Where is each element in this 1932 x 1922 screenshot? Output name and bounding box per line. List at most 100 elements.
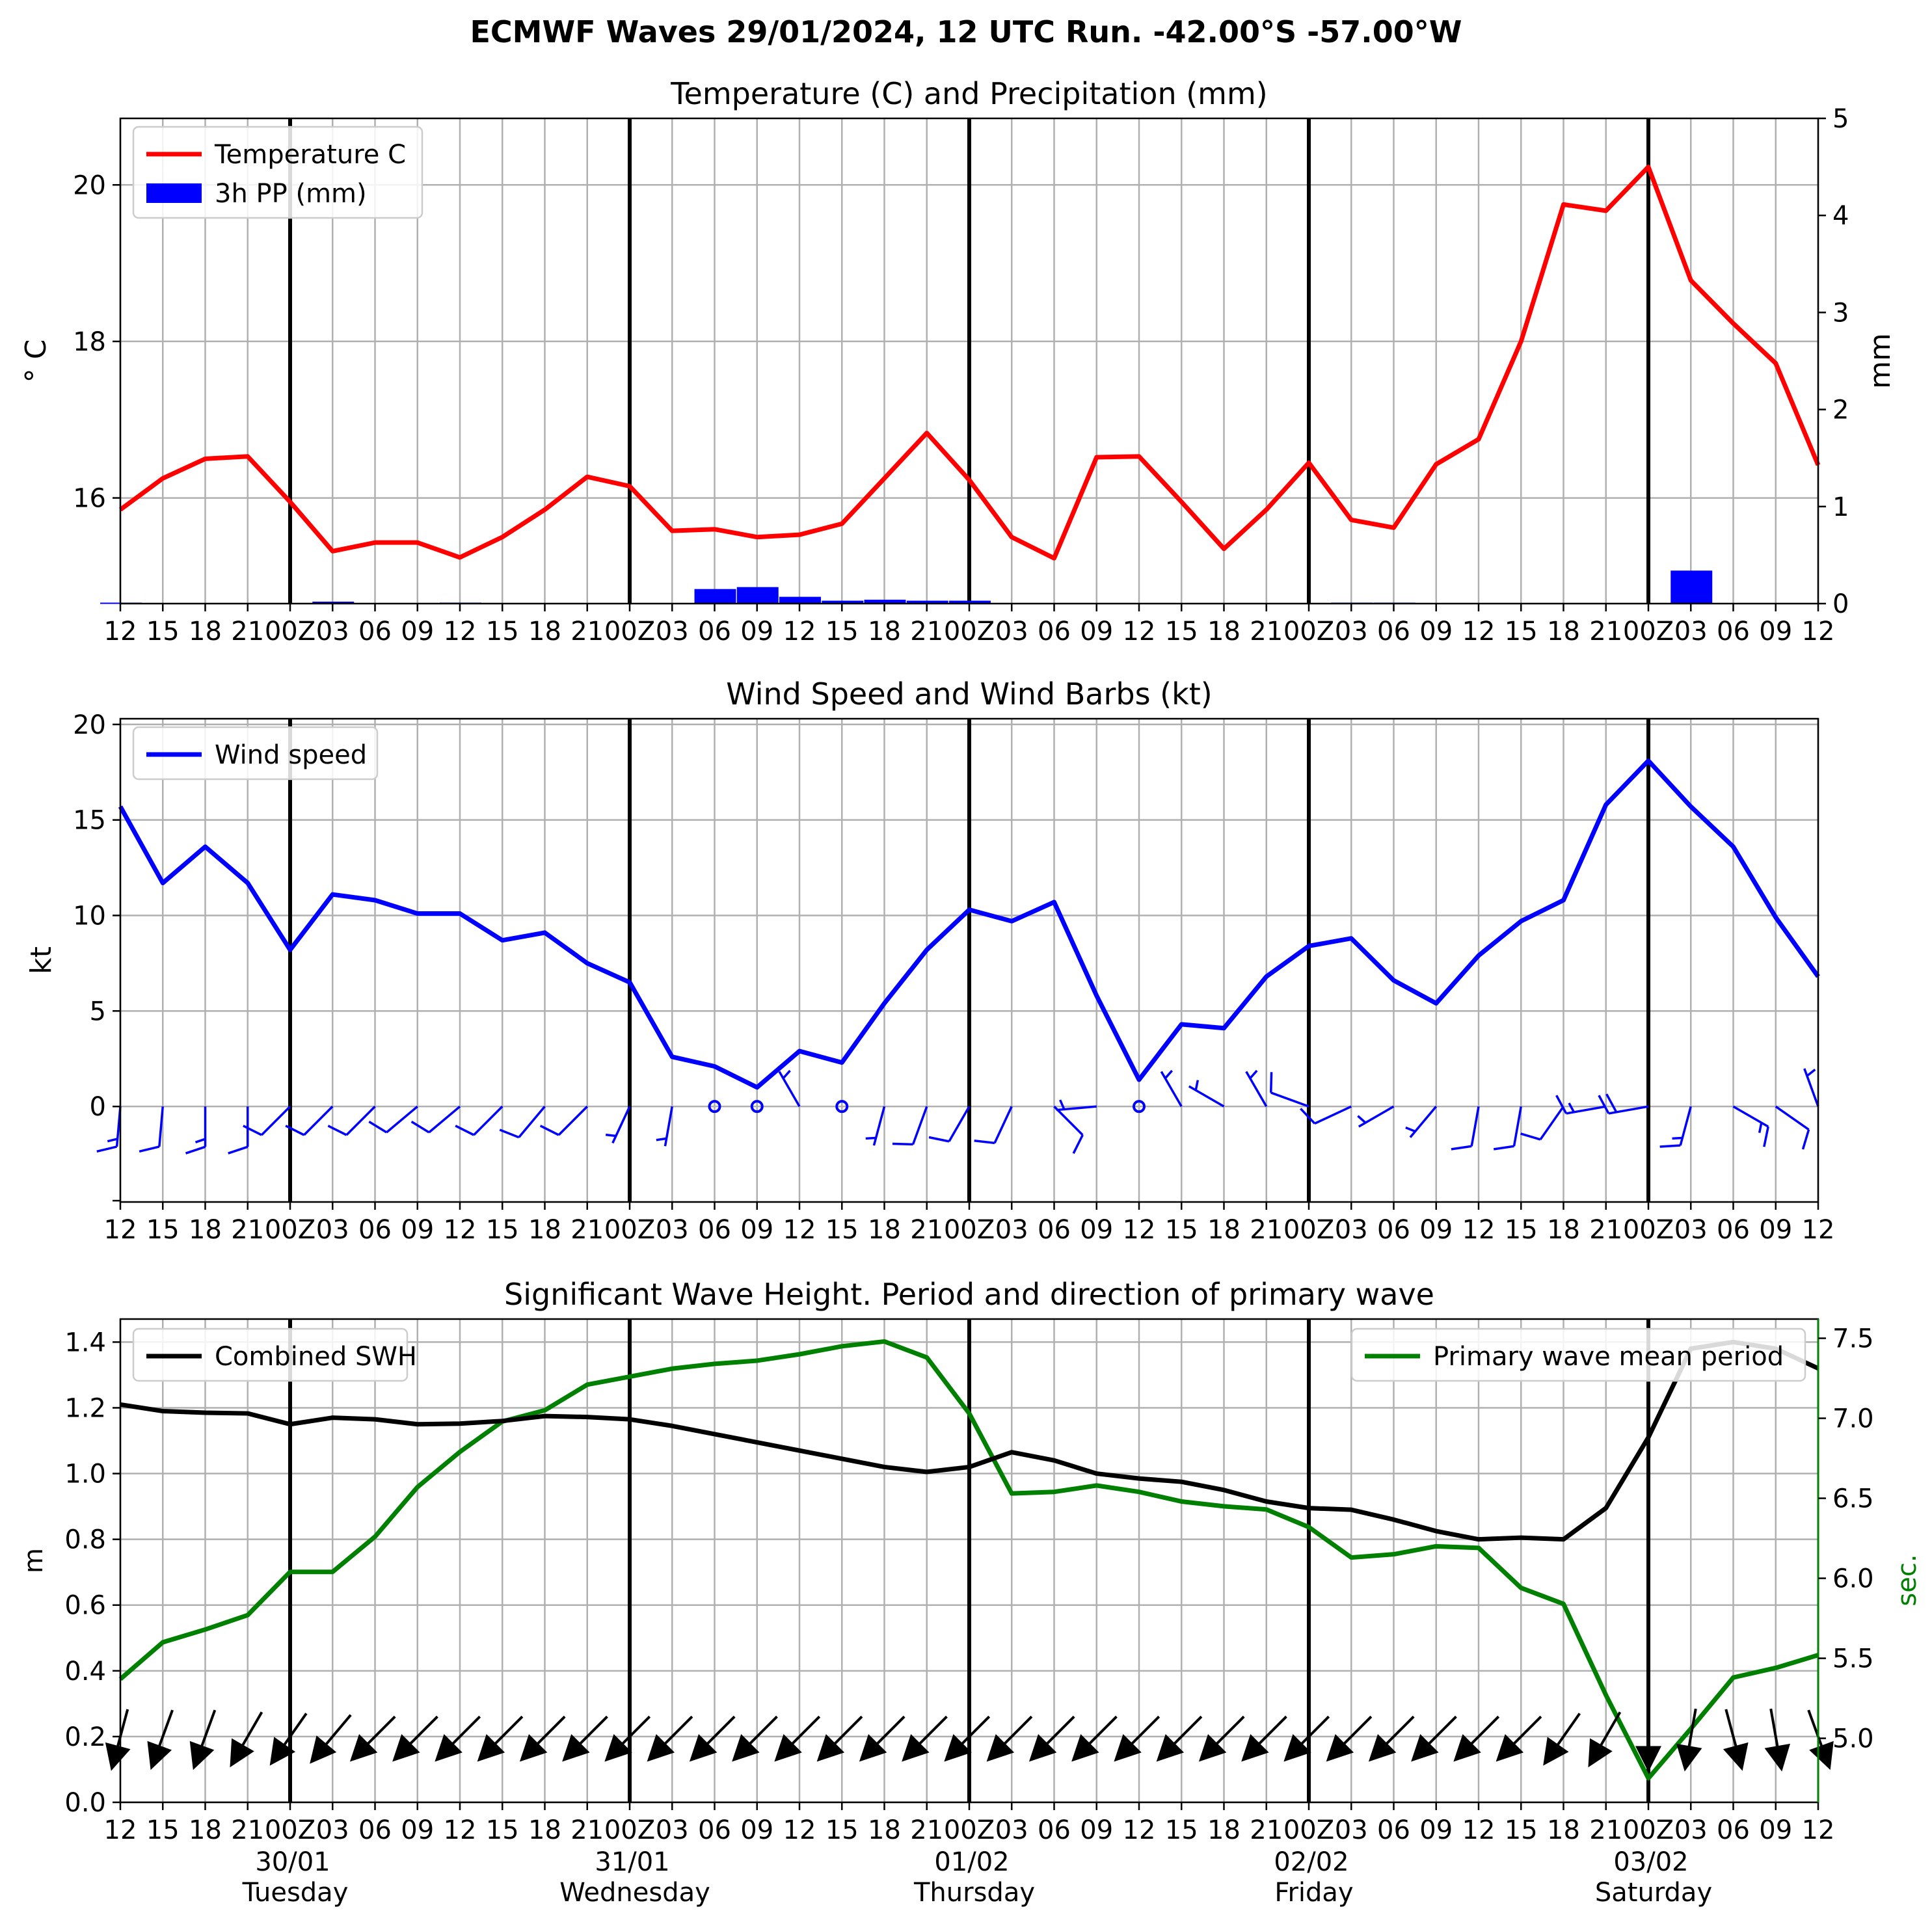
wave-arrow-shaft [617,1715,651,1749]
wind-barb [1555,1095,1607,1115]
x-tick-label: 09 [1759,1815,1792,1845]
wind-barb-feather [96,1145,118,1153]
wind-barb-half-feather [656,1137,667,1141]
wave-arrow-head [1764,1743,1790,1772]
wave-arrow-shaft [1169,1715,1203,1749]
x-tick-label: 15 [1505,617,1538,647]
x-tick-label: 18 [189,617,222,647]
day-weekday-label: Saturday [1595,1878,1712,1908]
legend-label: Temperature C [214,140,406,170]
wind-barb-feather [410,1120,430,1134]
wave-direction-arrow [1588,1711,1622,1768]
wave-direction-arrow [604,1715,651,1762]
x-tick-label: 18 [528,1215,561,1245]
wave-direction-arrow [392,1715,438,1762]
y-tick-label: 0.8 [64,1525,106,1555]
x-tick-label: 21 [1250,1215,1283,1245]
wave-arrow-head [1453,1734,1481,1762]
wave-direction-arrow [310,1714,352,1764]
wave-direction-arrow [1198,1715,1245,1762]
wave-direction-arrow [902,1715,948,1762]
x-tick-label: 09 [401,1815,434,1845]
wind-barb [892,1106,928,1146]
x-tick-label: 12 [783,1215,816,1245]
wind-barb [1053,1105,1084,1155]
x-tick-label: 15 [1165,617,1198,647]
wind-barb-staff [473,1105,503,1136]
wave-arrow-head [647,1734,675,1762]
wave-arrow-shaft [829,1715,863,1749]
y-axis-label-right: sec. [1892,1554,1922,1606]
wind-barb [835,1100,849,1114]
x-tick-label: 18 [1207,617,1241,647]
y-tick-label: 20 [73,170,106,200]
x-tick-label: 06 [358,617,392,647]
precip-bar [949,600,991,604]
x-tick-label: 00Z [1283,1215,1334,1245]
wind-barb-feather [1072,1134,1084,1155]
wind-barb [539,1105,588,1136]
day-weekday-label: Thursday [913,1878,1035,1908]
wave-direction-arrow [1453,1715,1500,1762]
day-date-label: 03/02 [1613,1847,1688,1877]
precip-bar [312,602,355,604]
wind-barb-half-feather [107,1138,118,1143]
wave-arrow-head [230,1738,254,1768]
x-tick-label: 12 [1462,1815,1496,1845]
x-tick-label: 09 [1080,1215,1113,1245]
x-tick-label: 06 [1038,1815,1071,1845]
x-tick-label: 00Z [1283,1815,1334,1845]
y-axis-label: ° C [20,340,53,383]
day-date-label: 01/02 [934,1847,1009,1877]
x-tick-label: 09 [401,1215,434,1245]
x-tick-label: 21 [570,1815,604,1845]
wind-barb-staff [303,1105,334,1136]
wave-arrow-head [1241,1734,1269,1762]
wind-barb-staff [260,1105,291,1136]
wind-barb-feather [185,1145,206,1155]
wind-barb-feather [1269,1072,1273,1093]
wave-arrow-head [1723,1742,1749,1771]
precip-bar [779,596,821,604]
wind-barb-calm [708,1100,721,1114]
legend-label: 3h PP (mm) [215,179,367,209]
x-tick-label: 15 [146,1215,180,1245]
wave-arrow-shaft [155,1709,174,1752]
wave-direction-arrow [1764,1708,1790,1772]
wave-direction-arrow [1326,1715,1373,1762]
legend-label: Combined SWH [215,1342,417,1372]
x-tick-label: 18 [1547,1815,1580,1845]
x-tick-label: 15 [1165,1215,1198,1245]
wave-direction-arrow [189,1709,217,1770]
wave-arrow-shaft [1211,1715,1245,1749]
wind-barb [368,1105,418,1134]
x-tick-label: 03 [656,1815,689,1845]
wave-arrow-shaft [1509,1715,1542,1749]
precip-bar [694,589,736,604]
wind-barb [974,1106,1013,1145]
x-tick-label: 12 [104,1815,137,1845]
wind-barb-feather [228,1145,248,1155]
x-tick-label: 06 [1717,1215,1750,1245]
wind-barb-calm [1133,1100,1146,1114]
wave-arrow-shaft [872,1715,906,1749]
wind-barb-staff [911,1106,928,1145]
wave-arrow-head [1411,1734,1439,1762]
x-tick-label: 21 [1589,617,1622,647]
wave-arrow-shaft [114,1709,129,1753]
wind-barb [1451,1106,1480,1151]
y-right-tick-label: 6.5 [1832,1484,1874,1514]
wave-arrow-shaft [1296,1715,1330,1749]
wind-barb-staff [993,1106,1013,1144]
wind-barb-feather [1598,1095,1610,1114]
x-tick-label: 12 [1462,617,1496,647]
precip-bar [736,587,779,604]
wind-barb [1188,1080,1225,1108]
panel-title: Significant Wave Height. Period and dire… [504,1277,1434,1312]
y-tick-label: 0.4 [64,1657,106,1687]
x-tick-label: 06 [698,1215,731,1245]
wave-arrow-shaft [1084,1715,1118,1749]
wave-arrow-head [269,1737,296,1766]
